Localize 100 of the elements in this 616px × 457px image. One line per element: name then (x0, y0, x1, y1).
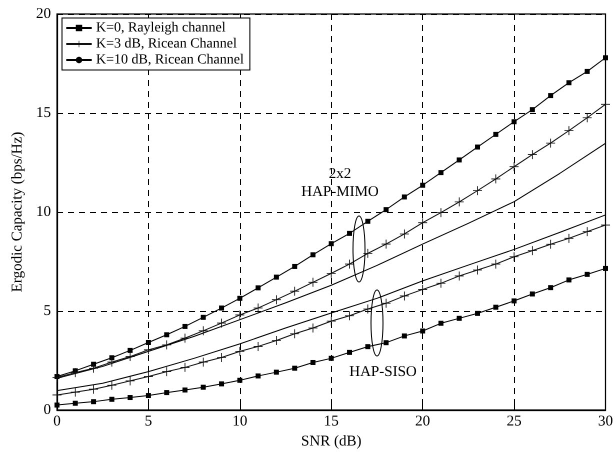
point (528, 246, 537, 256)
point (347, 350, 352, 355)
x-tick-label: 25 (506, 414, 522, 430)
point (272, 336, 281, 345)
point (308, 324, 318, 333)
point (603, 266, 608, 271)
point (402, 194, 407, 200)
point (582, 227, 592, 236)
point (546, 240, 556, 249)
annotation: HAP-SISO (349, 364, 417, 380)
point (438, 170, 444, 176)
point (91, 399, 96, 404)
y-tick-label: 10 (36, 204, 51, 220)
point (347, 230, 352, 236)
x-tick-label: 20 (415, 414, 430, 430)
point (235, 346, 244, 356)
point (566, 80, 572, 86)
point (564, 126, 574, 136)
x-tick-label: 30 (598, 414, 613, 430)
point (200, 314, 206, 320)
point (256, 373, 261, 378)
point (52, 373, 62, 382)
legend-label: K=3 dB, Ricean Channel (96, 36, 237, 52)
point (107, 380, 116, 390)
point (493, 132, 498, 137)
point (128, 348, 133, 353)
point (235, 310, 244, 320)
point (237, 296, 242, 301)
point (473, 266, 482, 275)
y-tick-label: 15 (36, 105, 51, 121)
x-axis-title: SNR (dB) (301, 433, 362, 450)
point (512, 298, 517, 304)
point (512, 119, 517, 124)
point (326, 316, 336, 326)
point (292, 264, 298, 269)
legend-label: K=10 dB, Ricean Channel (96, 52, 244, 68)
point (254, 304, 263, 313)
point (126, 352, 135, 362)
point (274, 370, 279, 375)
y-tick-label: 5 (44, 303, 51, 319)
point (89, 364, 98, 373)
y-tick-label: 20 (36, 6, 51, 22)
point (144, 372, 153, 382)
point (384, 207, 389, 212)
point (510, 252, 519, 262)
point (54, 402, 60, 408)
point (566, 277, 572, 282)
point (564, 234, 574, 243)
point (584, 272, 590, 277)
point (308, 278, 318, 287)
point (107, 358, 116, 367)
point (456, 316, 462, 321)
point (162, 367, 172, 376)
point (109, 396, 114, 402)
point (528, 150, 537, 160)
y-axis-title: Ergodic Capacity (bps/Hz) (10, 132, 26, 292)
point (438, 320, 444, 326)
point (420, 182, 426, 188)
point (89, 384, 98, 394)
point (400, 291, 409, 300)
point (436, 208, 446, 218)
point (510, 162, 519, 172)
point (475, 310, 480, 316)
point (70, 368, 80, 378)
point (180, 334, 190, 343)
point (454, 197, 464, 206)
point (365, 218, 370, 224)
point (601, 220, 610, 230)
point (601, 100, 610, 109)
annotation: 2x2 HAP-MIMO (301, 166, 379, 200)
point (345, 311, 354, 320)
point (473, 186, 482, 196)
point (603, 55, 608, 60)
point (493, 304, 498, 310)
point (292, 366, 298, 371)
point (144, 345, 153, 354)
point (418, 284, 428, 294)
point (237, 378, 242, 383)
point (200, 384, 206, 390)
point (72, 400, 78, 406)
point (491, 260, 500, 269)
point (546, 138, 556, 148)
point (328, 241, 334, 246)
point (164, 332, 170, 338)
point (182, 388, 188, 392)
point (310, 360, 316, 365)
point (454, 271, 464, 280)
y-tick-label: 0 (44, 402, 51, 418)
point (274, 274, 279, 280)
point (256, 285, 261, 290)
point (491, 174, 500, 184)
point (548, 93, 554, 98)
x-tick-label: 15 (324, 414, 339, 430)
point (530, 107, 535, 112)
point (146, 340, 151, 345)
point (128, 395, 133, 400)
point (402, 333, 407, 338)
point (182, 324, 188, 329)
point (420, 328, 426, 334)
point (180, 362, 190, 372)
